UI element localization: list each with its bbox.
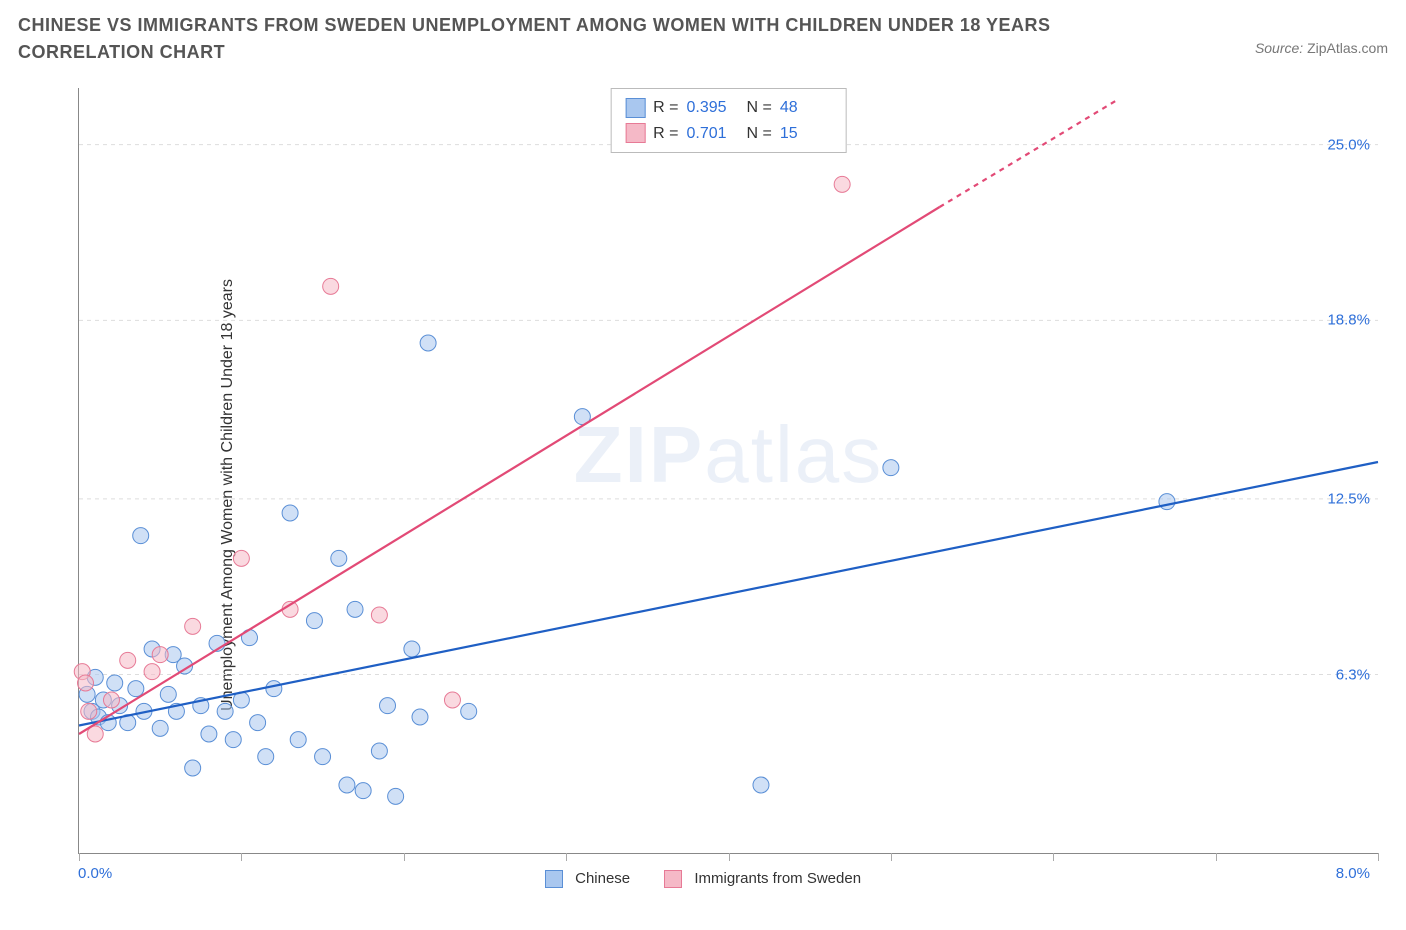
corr-legend-row: R = 0.395 N = 48 <box>625 95 832 121</box>
data-point <box>355 783 371 799</box>
data-point <box>290 732 306 748</box>
x-tick <box>1053 853 1054 861</box>
data-point <box>120 652 136 668</box>
y-tick-label: 12.5% <box>1327 490 1370 507</box>
legend-label: Chinese <box>575 870 630 887</box>
chart-title: CHINESE VS IMMIGRANTS FROM SWEDEN UNEMPL… <box>18 12 1118 66</box>
data-point <box>883 460 899 476</box>
data-point <box>250 715 266 731</box>
data-point <box>315 749 331 765</box>
data-point <box>753 777 769 793</box>
data-point <box>266 681 282 697</box>
source-label: Source: <box>1255 40 1303 56</box>
data-point <box>133 528 149 544</box>
corr-n-value: 48 <box>780 95 832 121</box>
plot-svg <box>79 88 1378 853</box>
x-tick <box>404 853 405 861</box>
data-point <box>107 675 123 691</box>
data-point <box>201 726 217 742</box>
data-point <box>323 278 339 294</box>
y-tick-label: 25.0% <box>1327 136 1370 153</box>
y-tick-label: 18.8% <box>1327 312 1370 329</box>
legend-swatch <box>545 870 563 888</box>
x-tick <box>729 853 730 861</box>
data-point <box>217 703 233 719</box>
data-point <box>1159 494 1175 510</box>
corr-r-label: R = <box>653 95 678 121</box>
x-tick <box>891 853 892 861</box>
data-point <box>412 709 428 725</box>
data-point <box>461 703 477 719</box>
corr-legend-row: R = 0.701 N = 15 <box>625 121 832 147</box>
data-point <box>152 720 168 736</box>
corr-n-label: N = <box>747 95 772 121</box>
data-point <box>160 686 176 702</box>
x-tick <box>1378 853 1379 861</box>
data-point <box>371 607 387 623</box>
data-point <box>347 601 363 617</box>
data-point <box>81 703 97 719</box>
legend-swatch <box>664 870 682 888</box>
data-point <box>371 743 387 759</box>
corr-n-label: N = <box>747 121 772 147</box>
data-point <box>388 788 404 804</box>
data-point <box>404 641 420 657</box>
data-point <box>834 176 850 192</box>
x-tick <box>566 853 567 861</box>
data-point <box>152 647 168 663</box>
chart-area: Unemployment Among Women with Children U… <box>18 78 1388 912</box>
data-point <box>258 749 274 765</box>
data-point <box>185 760 201 776</box>
data-point <box>77 675 93 691</box>
legend-swatch <box>625 98 645 118</box>
correlation-legend: R = 0.395 N = 48 R = 0.701 N = 15 <box>610 88 847 153</box>
x-tick <box>79 853 80 861</box>
trend-line <box>79 462 1378 726</box>
corr-n-value: 15 <box>780 121 832 147</box>
source-name: ZipAtlas.com <box>1307 40 1388 56</box>
data-point <box>331 550 347 566</box>
series-legend: Chinese Immigrants from Sweden <box>18 870 1388 888</box>
data-point <box>282 505 298 521</box>
y-tick-label: 6.3% <box>1336 666 1370 683</box>
legend-swatch <box>625 123 645 143</box>
plot-region: ZIPatlas R = 0.395 N = 48 R = 0.701 N = … <box>78 88 1378 854</box>
trend-line <box>79 207 940 734</box>
legend-label: Immigrants from Sweden <box>694 870 861 887</box>
corr-r-value: 0.701 <box>687 121 739 147</box>
legend-item: Chinese <box>545 870 630 888</box>
corr-r-value: 0.395 <box>687 95 739 121</box>
data-point <box>103 692 119 708</box>
data-point <box>420 335 436 351</box>
data-point <box>380 698 396 714</box>
data-point <box>444 692 460 708</box>
x-tick <box>241 853 242 861</box>
trend-line-extrapolated <box>940 99 1119 207</box>
source-credit: Source: ZipAtlas.com <box>1255 40 1388 56</box>
data-point <box>339 777 355 793</box>
data-point <box>128 681 144 697</box>
data-point <box>144 664 160 680</box>
data-point <box>185 618 201 634</box>
x-tick <box>1216 853 1217 861</box>
data-point <box>225 732 241 748</box>
data-point <box>306 613 322 629</box>
legend-item: Immigrants from Sweden <box>664 870 861 888</box>
corr-r-label: R = <box>653 121 678 147</box>
data-point <box>233 550 249 566</box>
